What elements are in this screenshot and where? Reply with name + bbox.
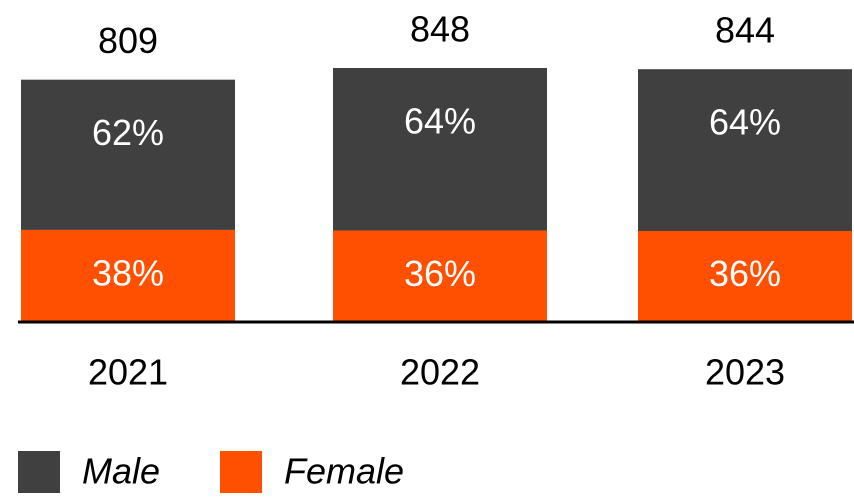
value-label: 38%: [92, 252, 164, 293]
x-tick-label: 2021: [88, 352, 168, 393]
total-label: 844: [715, 10, 775, 51]
bar-segment: [333, 68, 547, 231]
value-label: 64%: [709, 102, 781, 143]
bar-segment: [21, 79, 235, 230]
legend-swatch: [220, 451, 262, 493]
value-label: 36%: [404, 253, 476, 294]
legend-label: Male: [82, 451, 160, 492]
value-label: 36%: [709, 253, 781, 294]
legend-label: Female: [284, 451, 404, 492]
value-label: 62%: [92, 112, 164, 153]
bar-segment: [21, 229, 235, 322]
bar-segment: [333, 230, 547, 322]
total-label: 848: [410, 9, 470, 50]
bar-segment: [638, 230, 852, 322]
legend-swatch: [18, 451, 60, 493]
x-tick-label: 2023: [705, 352, 785, 393]
total-label: 809: [98, 20, 158, 61]
value-label: 64%: [404, 101, 476, 142]
bar-segment: [638, 69, 852, 231]
x-tick-label: 2022: [400, 352, 480, 393]
